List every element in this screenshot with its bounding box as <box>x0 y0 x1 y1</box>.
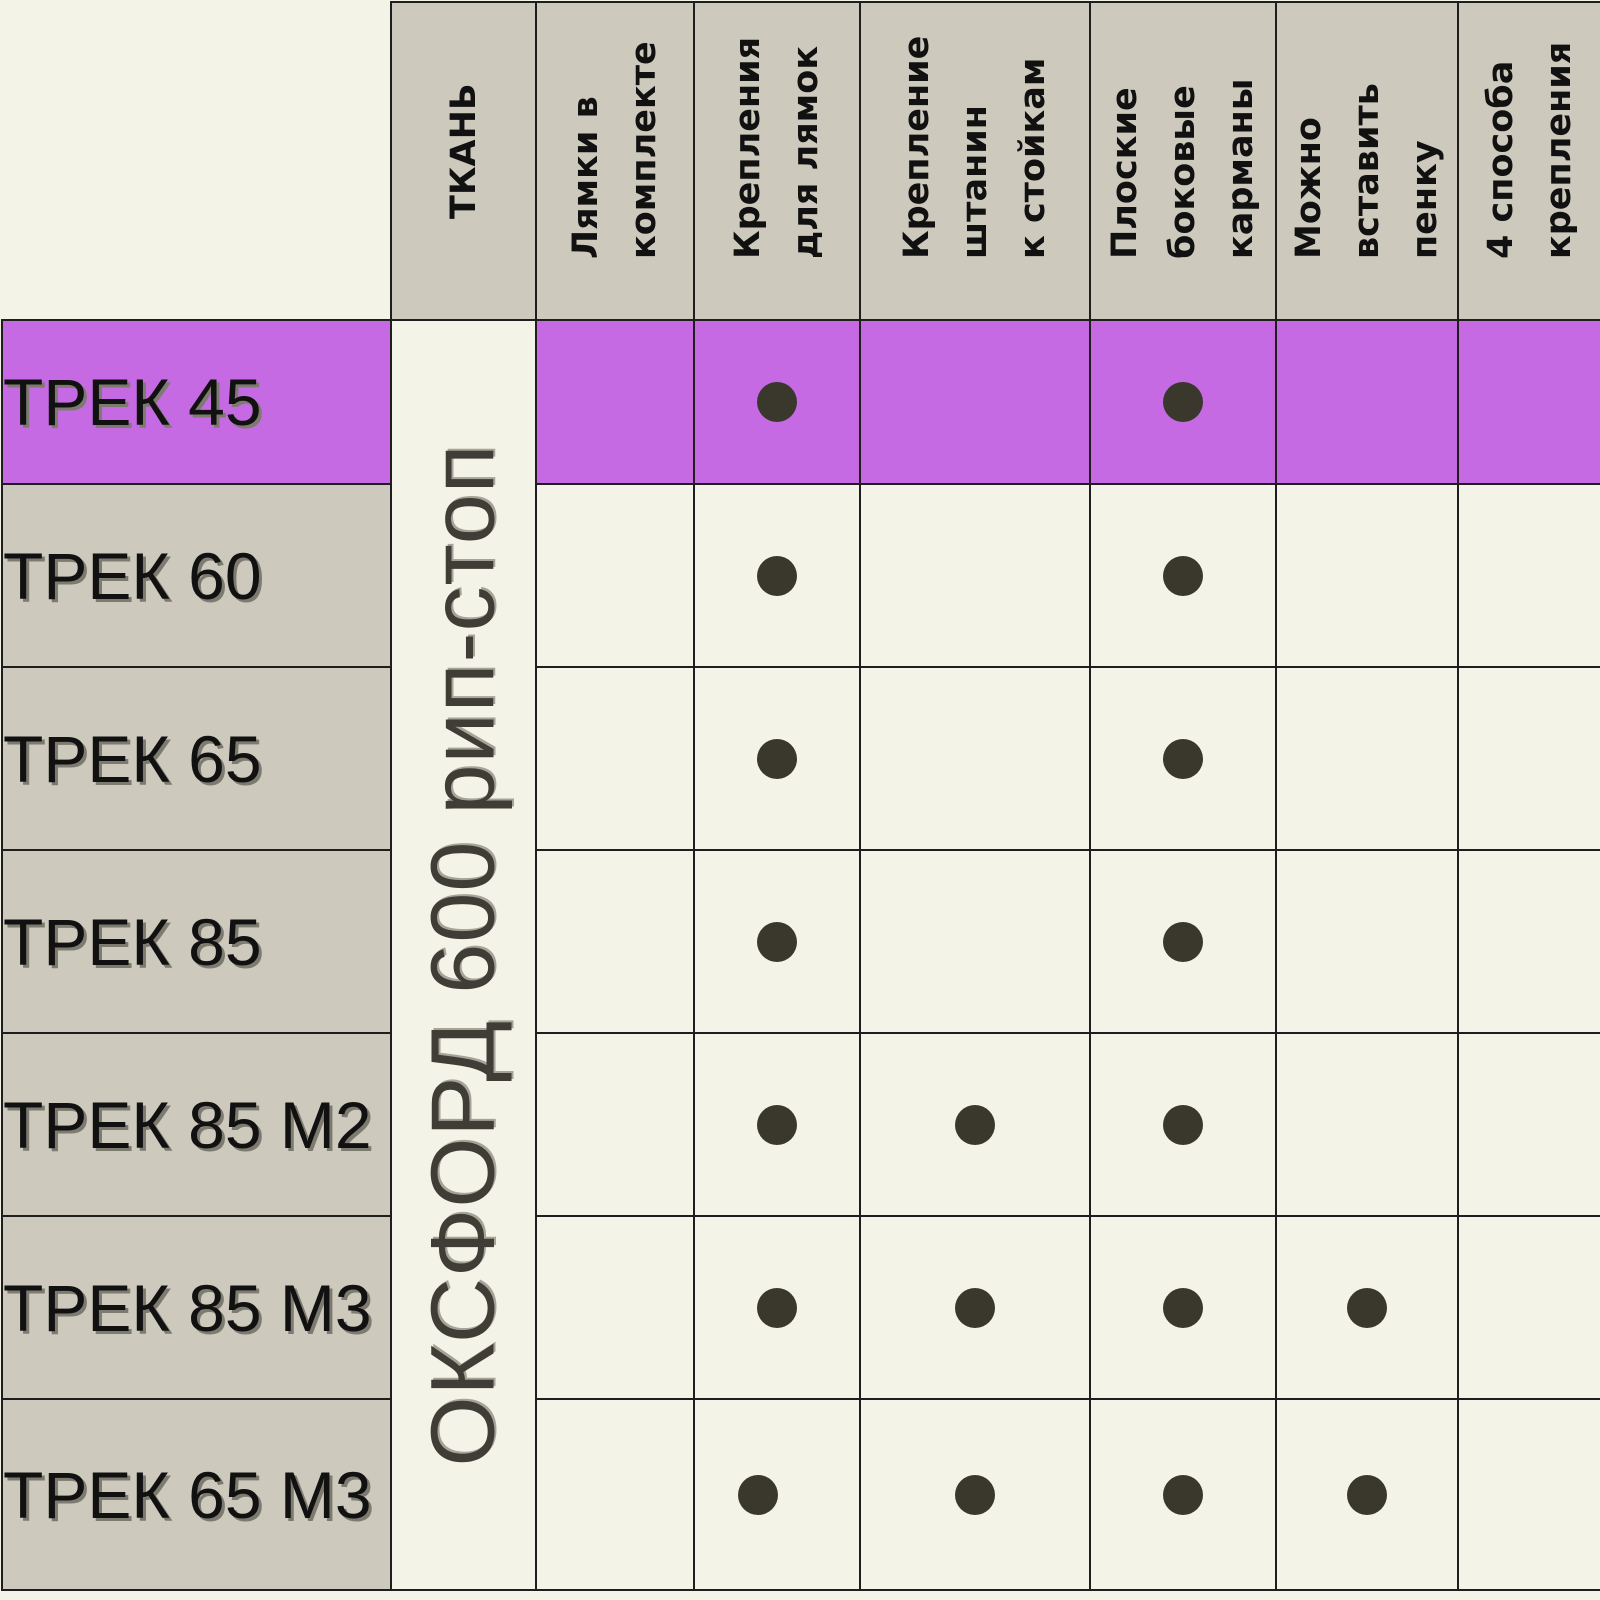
feature-cell <box>1457 1215 1600 1400</box>
feature-cell <box>535 849 695 1034</box>
feature-cell <box>1089 1398 1277 1591</box>
feature-cell <box>1275 483 1459 668</box>
header-straps-included: Лямки в комплекте <box>535 1 695 321</box>
header-label: Крепление штанин к стойкам <box>897 35 1053 259</box>
feature-cell <box>1275 666 1459 851</box>
model-name: ТРЕК 85 М3 <box>1 1215 392 1400</box>
check-dot-icon <box>1163 555 1203 596</box>
table-row: ТРЕК 60 <box>1 483 1600 668</box>
feature-cell <box>693 483 861 668</box>
feature-cell <box>1275 1398 1459 1591</box>
fabric-cell: ОКСФОРД 600 рип-стоп <box>390 319 537 1591</box>
feature-cell <box>693 1215 861 1400</box>
fabric-label: ОКСФОРД 600 рип-стоп <box>413 443 513 1467</box>
check-dot-icon <box>955 1104 995 1145</box>
feature-cell <box>693 319 861 485</box>
model-name: ТРЕК 65 <box>1 666 392 851</box>
header-label: Плоские боковые карманы <box>1105 78 1261 260</box>
feature-cell <box>1089 319 1277 485</box>
header-side-pockets: Плоские боковые карманы <box>1089 1 1277 321</box>
feature-cell <box>1089 1032 1277 1217</box>
header-label: 4 способа крепления <box>1480 41 1579 259</box>
header-label: Можно вставить пенку <box>1289 83 1445 259</box>
model-name: ТРЕК 85 М2 <box>1 1032 392 1217</box>
feature-cell <box>535 1398 695 1591</box>
check-dot-icon <box>757 738 797 779</box>
header-label: ТКАНЬ <box>443 83 484 219</box>
table-row: ТРЕК 65 М3 <box>1 1398 1600 1591</box>
feature-cell <box>1275 1215 1459 1400</box>
feature-cell <box>1275 319 1459 485</box>
feature-cell <box>1089 1215 1277 1400</box>
feature-cell <box>1089 849 1277 1034</box>
feature-cell <box>535 319 695 485</box>
check-dot-icon <box>1163 1104 1203 1145</box>
model-name: ТРЕК 45 <box>1 319 392 485</box>
header-label: Крепления для лямок <box>728 36 826 259</box>
model-name: ТРЕК 65 М3 <box>1 1398 392 1591</box>
feature-cell <box>1457 849 1600 1034</box>
header-foam-insert: Можно вставить пенку <box>1275 1 1459 321</box>
table-row: ТРЕК 85 М3 <box>1 1215 1600 1400</box>
table-row: ТРЕК 85 <box>1 849 1600 1034</box>
feature-cell <box>535 1032 695 1217</box>
model-name: ТРЕК 85 <box>1 849 392 1034</box>
check-dot-icon <box>757 921 797 962</box>
check-dot-icon <box>1347 1287 1387 1328</box>
feature-cell <box>535 1215 695 1400</box>
check-dot-icon <box>738 1474 778 1515</box>
feature-cell <box>1457 1032 1600 1217</box>
feature-cell <box>693 1032 861 1217</box>
check-dot-icon <box>757 555 797 596</box>
feature-cell <box>693 849 861 1034</box>
check-dot-icon <box>1163 1287 1203 1328</box>
feature-cell <box>693 666 861 851</box>
table-row: ТРЕК 85 М2 <box>1 1032 1600 1217</box>
feature-cell <box>1089 483 1277 668</box>
check-dot-icon <box>1163 921 1203 962</box>
feature-cell <box>859 319 1091 485</box>
feature-cell <box>1275 849 1459 1034</box>
check-dot-icon <box>757 382 797 422</box>
check-dot-icon <box>1347 1474 1387 1515</box>
check-dot-icon <box>757 1287 797 1328</box>
header-label: Лямки в комплекте <box>566 41 664 259</box>
header-leg-mounts: Крепление штанин к стойкам <box>859 1 1091 321</box>
feature-cell <box>859 849 1091 1034</box>
feature-cell <box>1457 319 1600 485</box>
check-dot-icon <box>955 1287 995 1328</box>
header-corner <box>2 2 391 320</box>
check-dot-icon <box>1163 1474 1203 1515</box>
feature-cell <box>535 666 695 851</box>
table-row: ТРЕК 65 <box>1 666 1600 851</box>
check-dot-icon <box>757 1104 797 1145</box>
table-row: ТРЕК 45 ОКСФОРД 600 рип-стоп <box>1 319 1600 1591</box>
feature-cell <box>1457 666 1600 851</box>
feature-cell <box>1275 1032 1459 1217</box>
check-dot-icon <box>1163 738 1203 779</box>
feature-cell <box>859 666 1091 851</box>
feature-cell <box>535 483 695 668</box>
model-name: ТРЕК 60 <box>1 483 392 668</box>
header-row: ТКАНЬ Лямки в комплекте Крепления для ля… <box>2 1 1600 321</box>
check-dot-icon <box>955 1474 995 1515</box>
feature-cell <box>859 1398 1091 1591</box>
check-dot-icon <box>1163 382 1203 422</box>
feature-cell <box>693 1398 861 1591</box>
header-strap-mounts: Крепления для лямок <box>693 1 861 321</box>
feature-cell <box>1089 666 1277 851</box>
feature-cell <box>1457 483 1600 668</box>
header-fabric: ТКАНЬ <box>390 1 537 321</box>
feature-cell <box>859 1032 1091 1217</box>
feature-cell <box>1457 1398 1600 1591</box>
feature-cell <box>859 483 1091 668</box>
header-four-mounts: 4 способа крепления <box>1457 1 1600 321</box>
feature-cell <box>859 1215 1091 1400</box>
